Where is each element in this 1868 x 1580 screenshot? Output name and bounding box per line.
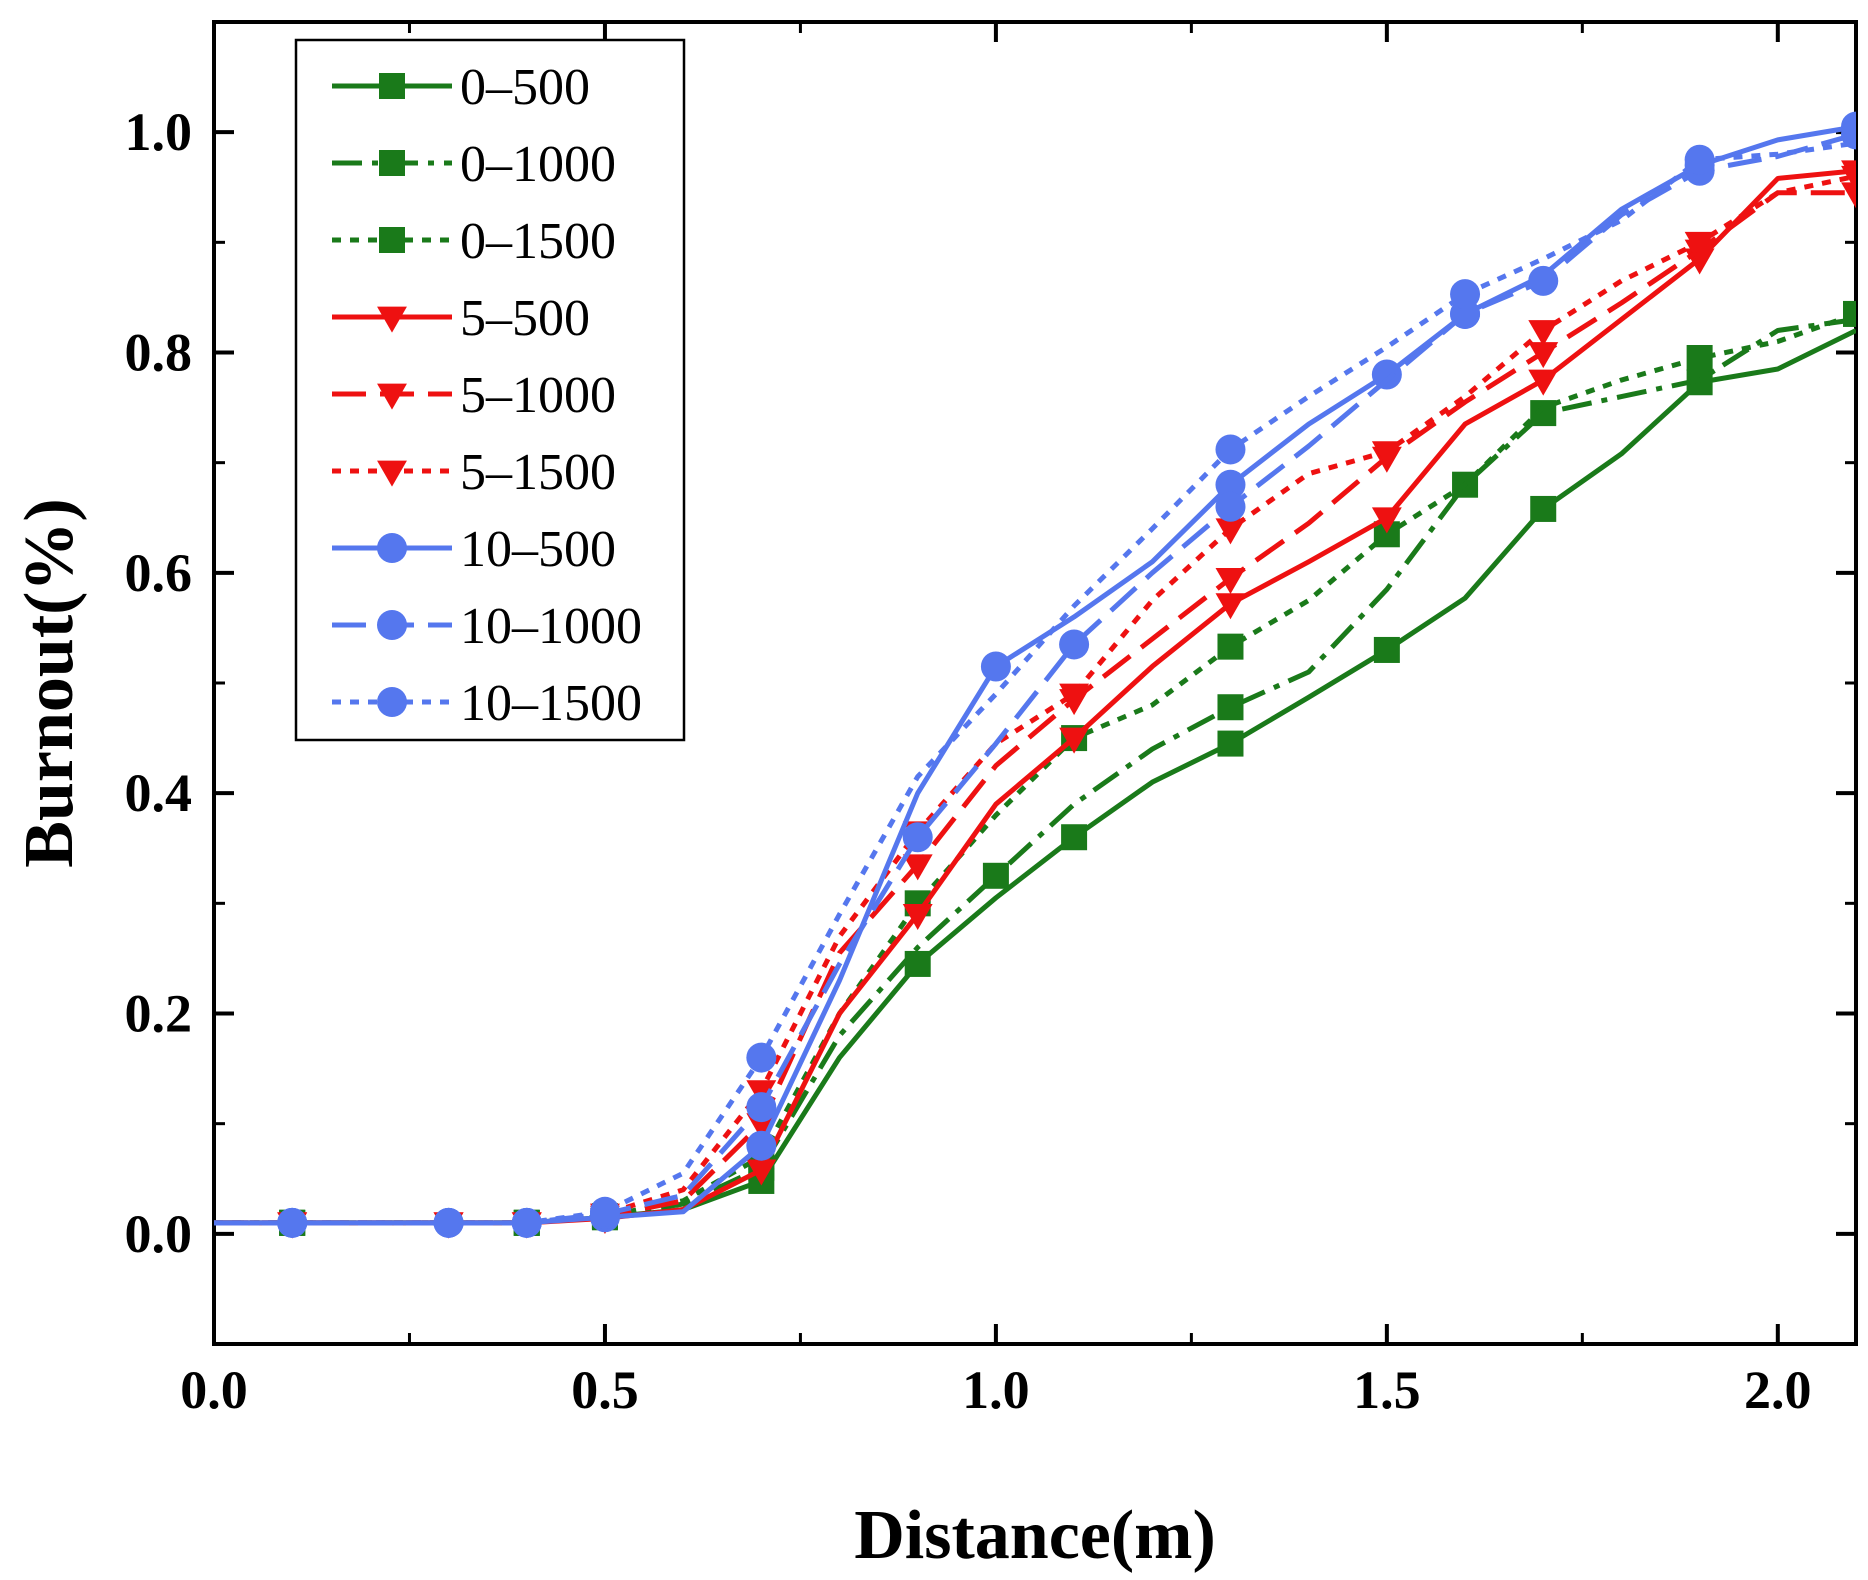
legend-item: 10–1500	[332, 675, 642, 732]
legend-marker	[379, 227, 405, 253]
legend-label: 5–500	[460, 290, 590, 347]
y-tick-label: 0.0	[125, 1204, 193, 1264]
legend-label: 0–1500	[460, 213, 616, 270]
legend-item: 10–1000	[332, 598, 642, 655]
data-point	[1530, 495, 1557, 522]
legend-item: 5–1500	[332, 444, 616, 501]
legend-marker	[377, 687, 407, 717]
data-point	[902, 822, 933, 853]
data-point	[1373, 636, 1400, 663]
x-tick-label: 0.5	[571, 1360, 639, 1420]
legend: 0–500 0–1000 0–1500 5–500 5–1000 5–1500 10–500…	[294, 38, 686, 742]
data-point	[1215, 518, 1246, 545]
legend-item: 0–1000	[332, 136, 616, 193]
data-point	[1215, 491, 1246, 522]
data-point	[1841, 119, 1856, 150]
data-point	[1528, 320, 1559, 347]
data-point	[1450, 279, 1481, 310]
data-point	[589, 1196, 620, 1227]
legend-label: 10–500	[460, 521, 616, 578]
data-point	[1217, 633, 1244, 660]
data-point	[1371, 507, 1402, 534]
series-line	[214, 140, 1856, 1226]
series-line	[214, 316, 1856, 1226]
data-point	[1059, 727, 1090, 754]
legend-item: 0–1500	[332, 213, 616, 270]
data-point	[1841, 165, 1856, 192]
data-point	[1684, 231, 1715, 258]
y-tick-label: 0.6	[125, 543, 193, 603]
data-point	[1215, 593, 1246, 620]
legend-label: 0–1000	[460, 136, 616, 193]
legend-item: 0–500	[332, 59, 590, 116]
data-point	[1528, 342, 1559, 369]
legend-label: 0–500	[460, 59, 590, 116]
data-point	[1059, 629, 1090, 660]
x-tick-label: 1.5	[1353, 1360, 1421, 1420]
data-point	[902, 903, 933, 930]
x-tick-label: 1.0	[962, 1360, 1030, 1420]
data-point	[1686, 345, 1713, 372]
legend-marker	[377, 610, 407, 640]
data-point	[277, 1207, 308, 1238]
data-point	[1215, 434, 1246, 465]
data-point	[1215, 567, 1246, 594]
data-point	[1530, 400, 1557, 427]
legend-item: 5–1000	[332, 367, 616, 424]
data-point	[902, 854, 933, 881]
legend-item: 10–500	[332, 521, 616, 578]
data-point	[1061, 824, 1088, 851]
data-point	[1841, 182, 1856, 209]
y-tick-label: 0.4	[125, 763, 193, 823]
legend-marker	[377, 460, 407, 487]
data-point	[746, 1042, 777, 1073]
data-point	[982, 862, 1009, 889]
data-point	[511, 1207, 542, 1238]
legend-label: 5–1500	[460, 444, 616, 501]
series-layer	[214, 111, 1856, 1239]
x-tick-label: 0.0	[180, 1360, 248, 1420]
legend-marker	[377, 383, 407, 410]
y-tick-label: 1.0	[125, 102, 193, 162]
y-tick-label: 0.2	[125, 984, 193, 1044]
data-point	[746, 1092, 777, 1123]
data-point	[433, 1207, 464, 1238]
data-point	[746, 1130, 777, 1161]
data-point	[746, 1159, 777, 1186]
data-point	[1217, 694, 1244, 721]
data-point	[1059, 683, 1090, 710]
legend-marker	[379, 73, 405, 99]
legend-label: 10–1500	[460, 675, 642, 732]
data-point	[1371, 359, 1402, 390]
axis-ticks: 0.0 0.5 1.0 1.5 2.0 0.0 0.2 0.4 0.6 0.8 1.0	[125, 22, 1856, 1420]
series-9	[214, 140, 1856, 1238]
data-point	[1843, 300, 1856, 327]
legend-marker	[377, 306, 407, 333]
data-point	[980, 651, 1011, 682]
data-point	[1684, 144, 1715, 175]
x-tick-label: 2.0	[1744, 1360, 1812, 1420]
data-point	[904, 950, 931, 977]
legend-marker	[377, 533, 407, 563]
legend-item: 5–500	[332, 290, 590, 347]
data-point	[1217, 730, 1244, 757]
legend-label: 10–1000	[460, 598, 642, 655]
legend-label: 5–1000	[460, 367, 616, 424]
y-axis-title: Burnout(%)	[11, 498, 88, 867]
data-point	[1528, 369, 1559, 396]
x-axis-title: Distance(m)	[854, 1497, 1216, 1574]
data-point	[1528, 265, 1559, 296]
legend-marker	[379, 150, 405, 176]
y-tick-label: 0.8	[125, 323, 193, 383]
data-point	[1215, 469, 1246, 500]
data-point	[1371, 441, 1402, 468]
